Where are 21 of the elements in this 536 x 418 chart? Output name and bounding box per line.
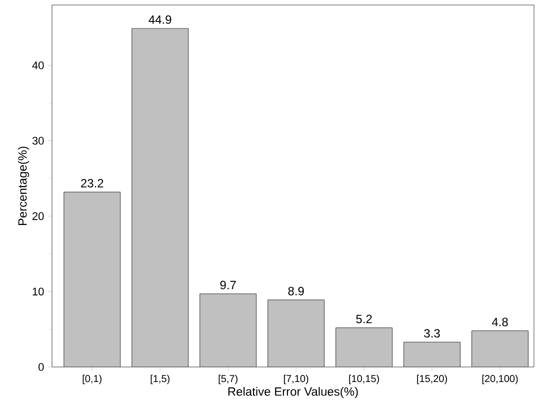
y-tick-label: 0 (38, 363, 44, 371)
data-label: 4.8 (492, 318, 508, 326)
data-label: 44.9 (148, 15, 172, 24)
x-tick-label: [5,7) (218, 374, 238, 384)
data-label: 5.2 (356, 314, 372, 324)
y-tick-label: 40 (32, 61, 44, 70)
x-tick-label: [0,1) (82, 374, 102, 384)
y-tick-label: 30 (32, 136, 44, 145)
data-label: 23.2 (81, 179, 104, 188)
y-tick-label: 20 (32, 212, 44, 220)
y-axis-title: Percentage(%) (18, 146, 30, 226)
x-tick-label: [7,10) (284, 374, 308, 384)
data-label: 9.7 (220, 280, 236, 290)
data-label: 8.9 (288, 286, 304, 296)
y-tick-label: 10 (32, 288, 44, 296)
x-axis-title: Relative Error Values(%) (228, 386, 358, 398)
x-tick-label: [20,100) (482, 374, 518, 384)
data-label: 3.3 (424, 329, 440, 338)
x-tick-label: [1,5) (150, 374, 170, 384)
x-tick-label: [10,15) (349, 374, 379, 384)
x-tick-label: [15,20) (417, 374, 447, 384)
